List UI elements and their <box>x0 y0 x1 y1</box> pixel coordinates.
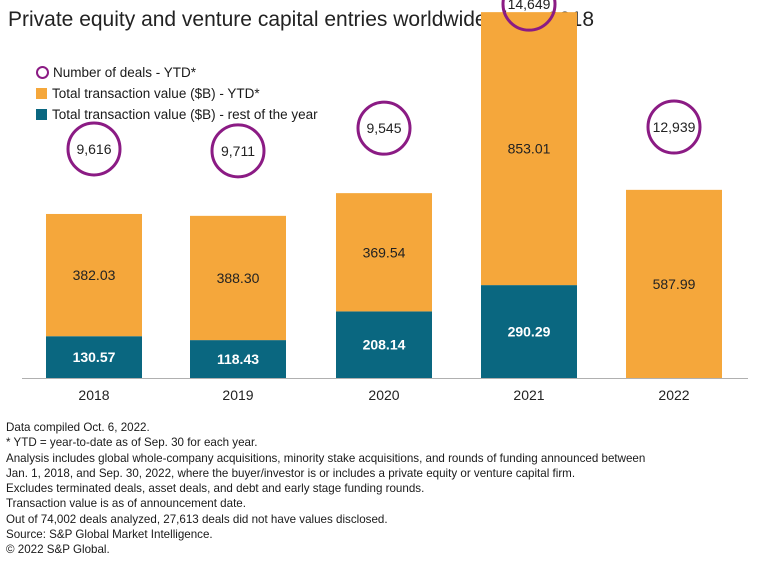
legend-item-ytd: Total transaction value ($B) - YTD* <box>36 83 318 104</box>
footnote-line: Transaction value is as of announcement … <box>6 497 246 511</box>
x-tick-label: 2021 <box>513 387 544 403</box>
footnote-line: Excludes terminated deals, asset deals, … <box>6 482 425 496</box>
data-label-rest: 130.57 <box>73 349 116 365</box>
footnote-line: © 2022 S&P Global. <box>6 543 110 557</box>
x-tick-label: 2019 <box>222 387 253 403</box>
legend-label-ytd: Total transaction value ($B) - YTD* <box>52 86 260 101</box>
data-label-ytd: 388.30 <box>217 270 260 286</box>
data-label-ytd: 853.01 <box>508 141 551 157</box>
x-tick-label: 2020 <box>368 387 399 403</box>
legend-label-rest: Total transaction value ($B) - rest of t… <box>52 107 318 122</box>
bar-ytd-2019 <box>190 215 286 341</box>
data-label-ytd: 587.99 <box>653 276 696 292</box>
legend-swatch-rest <box>36 109 47 120</box>
footnote-line: Data compiled Oct. 6, 2022. <box>6 421 150 434</box>
data-label-deals: 9,711 <box>221 143 255 159</box>
bar-rest-2020 <box>336 311 432 378</box>
data-label-deals: 9,616 <box>76 141 111 157</box>
bar-rest-2019 <box>190 340 286 378</box>
bar-ytd-2020 <box>336 193 432 312</box>
legend-circle-icon <box>36 66 49 79</box>
footnote-line: Source: S&P Global Market Intelligence. <box>6 528 213 542</box>
deals-circle-2020 <box>356 100 412 156</box>
legend: Number of deals - YTD* Total transaction… <box>36 62 318 125</box>
data-label-rest: 118.43 <box>217 351 259 367</box>
legend-item-rest: Total transaction value ($B) - rest of t… <box>36 104 318 125</box>
deals-circle-2022 <box>646 99 702 155</box>
chart-title: Private equity and venture capital entri… <box>8 8 595 31</box>
footnote-line: Out of 74,002 deals analyzed, 27,613 dea… <box>6 512 388 526</box>
data-label-deals: 9,545 <box>366 120 401 136</box>
footnote-line: * YTD = year-to-date as of Sep. 30 for e… <box>6 436 258 450</box>
data-label-ytd: 382.03 <box>73 267 116 283</box>
data-label-ytd: 369.54 <box>363 244 406 260</box>
bar-ytd-2021 <box>481 12 577 286</box>
legend-label-deals: Number of deals - YTD* <box>53 65 197 80</box>
bar-rest-2021 <box>481 285 577 378</box>
bar-ytd-2018 <box>46 213 142 337</box>
legend-swatch-ytd <box>36 88 47 99</box>
deals-circle-2021 <box>501 0 557 32</box>
deals-circle-2018 <box>66 121 122 177</box>
data-label-rest: 208.14 <box>363 337 406 353</box>
bar-rest-2018 <box>46 336 142 378</box>
footnotes: Data compiled Oct. 6, 2022. * YTD = year-… <box>6 420 762 558</box>
footnote-line: Analysis includes global whole-company a… <box>6 451 646 465</box>
deals-circle-2019 <box>210 123 266 179</box>
x-tick-label: 2022 <box>658 387 689 403</box>
x-tick-label: 2018 <box>78 387 109 403</box>
footnote-line: Jan. 1, 2018, and Sep. 30, 2022, where t… <box>6 466 576 480</box>
bar-chart: 130.57 382.03 9,616 2018 118.43 388.30 9,711 20… <box>22 0 748 403</box>
legend-item-deals: Number of deals - YTD* <box>36 62 318 83</box>
bar-ytd-2022 <box>626 189 722 378</box>
data-label-rest: 290.29 <box>508 324 551 340</box>
data-label-deals: 14,649 <box>508 0 551 12</box>
data-label-deals: 12,939 <box>653 119 696 135</box>
